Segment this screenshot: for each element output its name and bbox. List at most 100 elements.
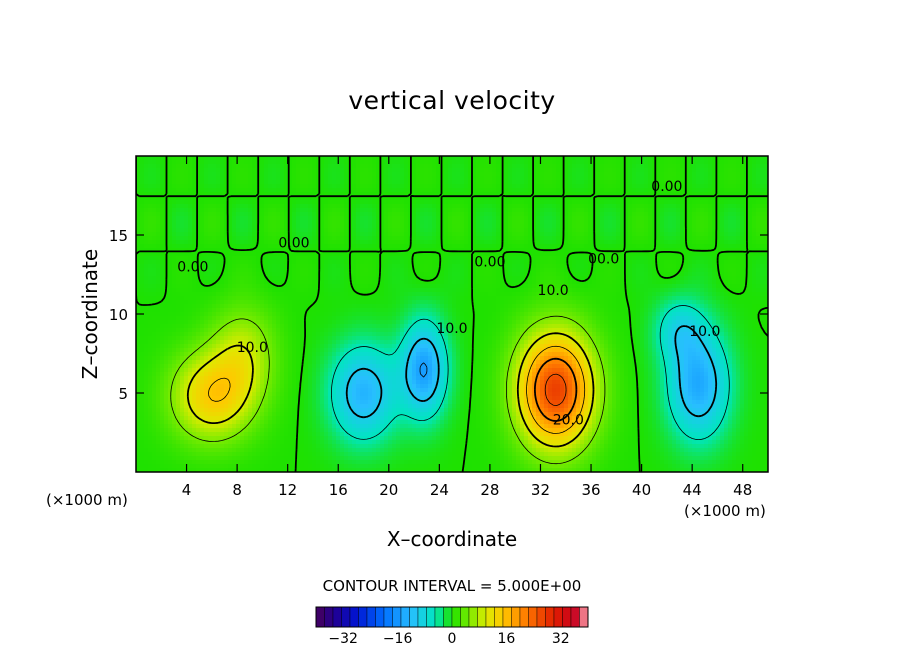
heatmap-cell — [208, 236, 213, 241]
heatmap-cell — [372, 268, 377, 273]
heatmap-cell — [644, 224, 649, 229]
heatmap-cell — [664, 232, 669, 237]
heatmap-cell — [624, 188, 629, 193]
heatmap-cell — [208, 208, 213, 213]
heatmap-cell — [200, 208, 205, 213]
heatmap-cell — [564, 176, 569, 181]
heatmap-cell — [624, 204, 629, 209]
heatmap-cell — [512, 228, 517, 233]
heatmap-cell — [308, 208, 313, 213]
heatmap-cell — [568, 196, 573, 201]
heatmap-cell — [500, 248, 505, 253]
heatmap-cell — [732, 192, 737, 197]
heatmap-cell — [288, 212, 293, 217]
heatmap-cell — [572, 176, 577, 181]
heatmap-cell — [208, 252, 213, 257]
heatmap-cell — [392, 244, 397, 249]
heatmap-cell — [148, 164, 153, 169]
heatmap-cell — [604, 160, 609, 165]
heatmap-cell — [144, 216, 149, 221]
heatmap-cell — [324, 276, 329, 281]
heatmap-cell — [596, 184, 601, 189]
heatmap-cell — [600, 168, 605, 173]
heatmap-cell — [216, 164, 221, 169]
heatmap-cell — [336, 188, 341, 193]
heatmap-cell — [536, 204, 541, 209]
heatmap-cell — [356, 224, 361, 229]
heatmap-cell — [692, 184, 697, 189]
heatmap-cell — [208, 176, 213, 181]
heatmap-cell — [432, 256, 437, 261]
heatmap-cell — [308, 164, 313, 169]
heatmap-cell — [300, 216, 305, 221]
heatmap-cell — [248, 188, 253, 193]
heatmap-cell — [484, 260, 489, 265]
heatmap-cell — [464, 264, 469, 269]
heatmap-cell — [748, 208, 753, 213]
heatmap-cell — [400, 272, 405, 277]
heatmap-cell — [140, 268, 145, 273]
heatmap-cell — [544, 164, 549, 169]
heatmap-cell — [408, 256, 413, 261]
heatmap-cell — [192, 156, 197, 161]
heatmap-cell — [492, 212, 497, 217]
heatmap-cell — [556, 252, 561, 257]
heatmap-cell — [280, 240, 285, 245]
heatmap-cell — [140, 276, 145, 281]
heatmap-cell — [448, 188, 453, 193]
heatmap-cell — [492, 176, 497, 181]
heatmap-cell — [540, 236, 545, 241]
heatmap-cell — [476, 280, 481, 285]
heatmap-cell — [568, 156, 573, 161]
heatmap-cell — [412, 156, 417, 161]
heatmap-cell — [448, 168, 453, 173]
heatmap-cell — [336, 168, 341, 173]
heatmap-cell — [304, 272, 309, 277]
heatmap-cell — [756, 236, 761, 241]
heatmap-cell — [432, 216, 437, 221]
heatmap-cell — [548, 256, 553, 261]
heatmap-cell — [156, 172, 161, 177]
heatmap-cell — [232, 172, 237, 177]
heatmap-cell — [412, 228, 417, 233]
heatmap-cell — [388, 216, 393, 221]
heatmap-cell — [748, 276, 753, 281]
heatmap-cell — [224, 180, 229, 185]
heatmap-cell — [516, 192, 521, 197]
heatmap-cell — [264, 232, 269, 237]
heatmap-cell — [432, 156, 437, 161]
heatmap-cell — [244, 164, 249, 169]
heatmap-cell — [716, 212, 721, 217]
heatmap-cell — [736, 232, 741, 237]
heatmap-cell — [748, 196, 753, 201]
heatmap-cell — [248, 192, 253, 197]
heatmap-cell — [364, 268, 369, 273]
heatmap-cell — [180, 268, 185, 273]
heatmap-cell — [184, 208, 189, 213]
heatmap-cell — [184, 264, 189, 269]
heatmap-cell — [296, 196, 301, 201]
heatmap-cell — [692, 256, 697, 261]
heatmap-cell — [492, 268, 497, 273]
heatmap-cell — [432, 192, 437, 197]
heatmap-cell — [612, 188, 617, 193]
heatmap-cell — [448, 176, 453, 181]
heatmap-cell — [508, 196, 513, 201]
heatmap-cell — [268, 248, 273, 253]
heatmap-cell — [352, 180, 357, 185]
heatmap-cell — [664, 168, 669, 173]
heatmap-cell — [280, 276, 285, 281]
heatmap-cell — [296, 236, 301, 241]
heatmap-cell — [492, 216, 497, 221]
heatmap-cell — [616, 236, 621, 241]
heatmap-cell — [560, 260, 565, 265]
heatmap-cell — [576, 228, 581, 233]
heatmap-cell — [508, 216, 513, 221]
heatmap-cell — [660, 256, 665, 261]
heatmap-cell — [708, 192, 713, 197]
heatmap-cell — [488, 228, 493, 233]
heatmap-cell — [528, 204, 533, 209]
heatmap-cell — [232, 200, 237, 205]
heatmap-cell — [352, 212, 357, 217]
heatmap-cell — [288, 252, 293, 257]
